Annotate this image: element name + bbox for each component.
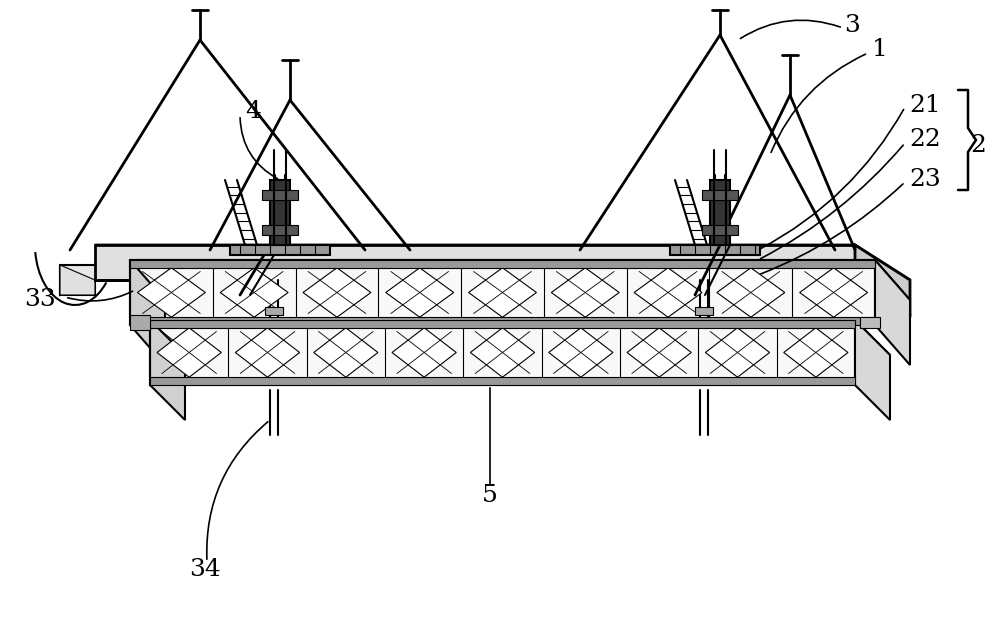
Polygon shape: [95, 245, 910, 280]
Polygon shape: [386, 268, 454, 318]
Polygon shape: [265, 307, 283, 315]
Polygon shape: [670, 245, 760, 255]
Polygon shape: [855, 320, 890, 420]
Text: 1: 1: [872, 37, 888, 60]
Polygon shape: [262, 190, 298, 200]
Polygon shape: [157, 328, 221, 377]
Polygon shape: [60, 265, 150, 295]
Polygon shape: [95, 245, 855, 280]
Polygon shape: [855, 245, 910, 315]
Polygon shape: [702, 190, 738, 200]
Polygon shape: [469, 268, 536, 318]
Polygon shape: [130, 260, 910, 300]
Polygon shape: [150, 320, 855, 328]
Polygon shape: [150, 377, 855, 385]
Text: 3: 3: [844, 13, 860, 36]
Text: 23: 23: [909, 168, 941, 192]
Polygon shape: [150, 320, 185, 420]
Polygon shape: [705, 328, 770, 377]
Polygon shape: [60, 265, 95, 295]
Text: 2: 2: [970, 133, 986, 156]
Polygon shape: [130, 317, 875, 325]
Polygon shape: [710, 180, 730, 245]
Polygon shape: [314, 328, 378, 377]
Polygon shape: [695, 307, 713, 315]
Polygon shape: [150, 320, 890, 355]
Text: 33: 33: [24, 288, 56, 312]
Polygon shape: [717, 268, 785, 318]
Polygon shape: [220, 268, 288, 318]
Polygon shape: [551, 268, 619, 318]
Polygon shape: [860, 317, 880, 328]
Text: 22: 22: [909, 128, 941, 152]
Text: 34: 34: [189, 559, 221, 582]
Polygon shape: [150, 320, 855, 385]
Polygon shape: [702, 225, 738, 235]
Polygon shape: [137, 268, 205, 318]
Polygon shape: [130, 315, 150, 330]
Polygon shape: [235, 328, 300, 377]
Polygon shape: [627, 328, 691, 377]
Polygon shape: [634, 268, 702, 318]
Polygon shape: [270, 180, 290, 245]
Polygon shape: [875, 260, 910, 365]
Polygon shape: [262, 225, 298, 235]
Polygon shape: [130, 260, 875, 325]
Polygon shape: [470, 328, 535, 377]
Polygon shape: [130, 260, 165, 365]
Text: 5: 5: [482, 483, 498, 507]
Text: 21: 21: [909, 93, 941, 116]
Polygon shape: [303, 268, 371, 318]
Polygon shape: [800, 268, 868, 318]
Polygon shape: [392, 328, 456, 377]
Polygon shape: [549, 328, 613, 377]
Polygon shape: [230, 245, 330, 255]
Text: 4: 4: [245, 100, 261, 123]
Polygon shape: [784, 328, 848, 377]
Polygon shape: [130, 260, 875, 268]
